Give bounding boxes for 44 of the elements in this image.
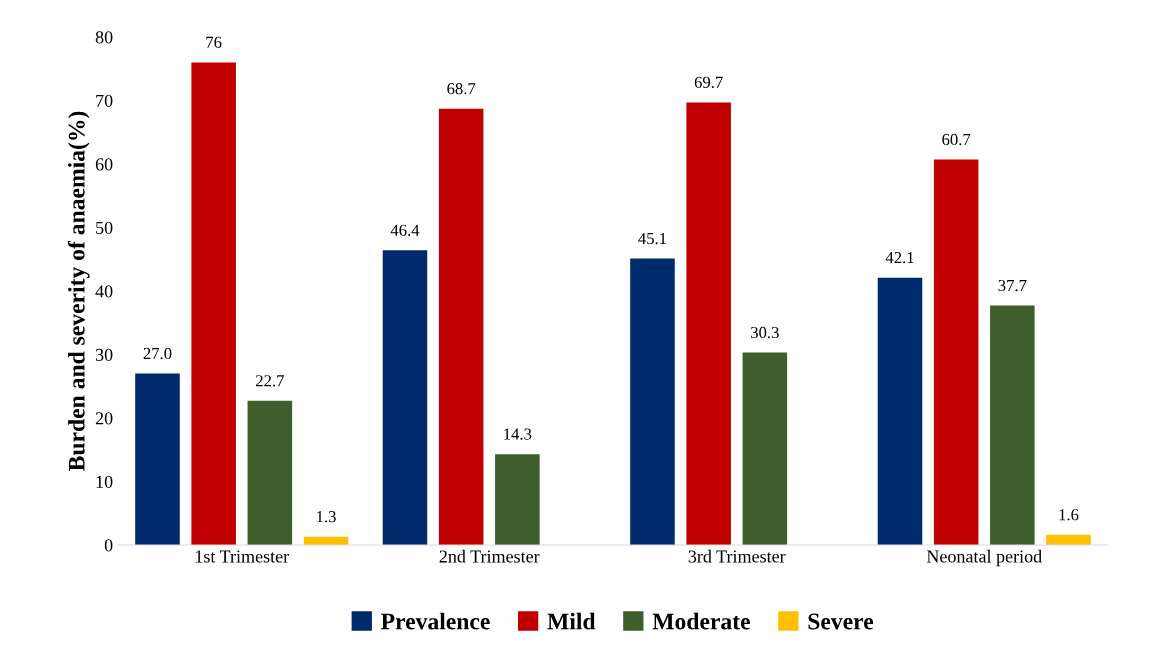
y-tick-label: 10: [96, 475, 113, 488]
bar: [382, 250, 428, 545]
bar: [191, 62, 236, 545]
bar: [933, 159, 979, 545]
data-label: 60.7: [942, 133, 971, 146]
legend-label: Prevalence: [381, 612, 490, 630]
y-tick-label: 40: [95, 285, 113, 298]
x-tick-label: 3rd Trimester: [688, 549, 786, 563]
data-label: 22.7: [255, 375, 284, 387]
data-label: 46.4: [390, 224, 420, 236]
bar: [877, 277, 923, 545]
data-label: 14.3: [504, 428, 532, 440]
x-tick-label: Neonatal period: [926, 549, 1042, 567]
bar: [630, 258, 675, 545]
y-tick-label: 30: [95, 348, 113, 361]
data-label: 45.1: [638, 232, 667, 245]
data-label: 42.1: [885, 251, 914, 264]
bar: [438, 108, 484, 545]
legend-label: Severe: [808, 613, 874, 630]
legend-label: Mild: [547, 612, 596, 630]
data-label: 76: [206, 36, 222, 48]
bar: [135, 373, 180, 545]
data-label: 1.6: [1059, 509, 1079, 521]
bar: [990, 305, 1035, 545]
y-tick-label: 20: [95, 412, 113, 425]
y-tick-label: 60: [95, 158, 113, 171]
bar: [742, 352, 788, 545]
data-label: 1.3: [317, 511, 336, 523]
data-label: 37.7: [998, 279, 1027, 292]
legend-label: Moderate: [652, 612, 750, 630]
bar: [247, 400, 293, 545]
x-tick-label: 2nd Trimester: [439, 549, 540, 563]
y-tick-label: 50: [96, 221, 113, 234]
x-tick-label: 1st Trimester: [195, 550, 289, 563]
bar: [686, 102, 731, 545]
bar: [495, 454, 540, 545]
data-label: 27.0: [143, 347, 172, 360]
y-tick-label: 70: [96, 94, 113, 107]
y-tick-label: 80: [95, 31, 113, 44]
data-label: 69.7: [694, 76, 723, 88]
data-label: 68.7: [447, 83, 476, 95]
y-tick-label: 0: [104, 539, 113, 552]
data-label: 30.3: [751, 326, 779, 339]
y-axis-title: Burden and severity of anaemia(%): [67, 111, 90, 471]
